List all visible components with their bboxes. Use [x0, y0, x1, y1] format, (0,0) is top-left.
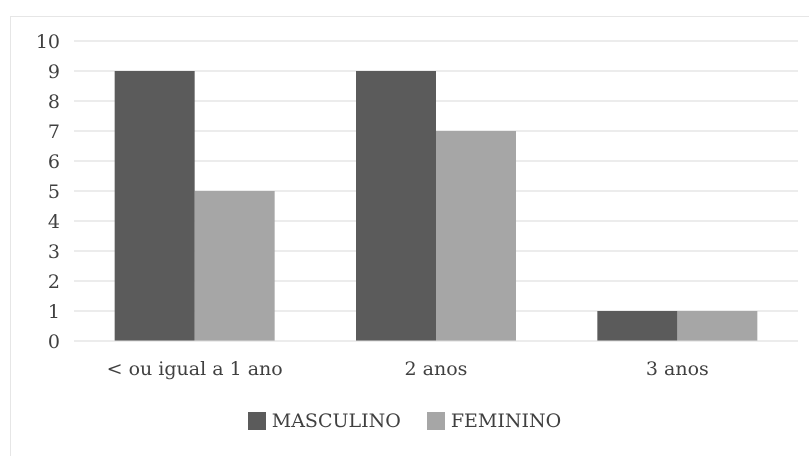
chart-frame: [10, 16, 809, 456]
y-tick-label: 8: [48, 91, 60, 113]
y-tick-label: 4: [48, 211, 60, 233]
bar-masculino-1: [356, 71, 436, 341]
bar-masculino-0: [114, 71, 195, 341]
legend: MASCULINO FEMININO: [0, 410, 809, 435]
legend-item-masculino: MASCULINO: [247, 410, 401, 432]
y-tick-label: 3: [48, 241, 60, 263]
legend-label-masculino: MASCULINO: [271, 410, 401, 432]
y-tick-label: 0: [48, 331, 60, 353]
x-tick-label: < ou igual a 1 ano: [107, 358, 283, 380]
y-tick-label: 10: [36, 31, 60, 53]
legend-swatch-feminino: [426, 412, 445, 430]
legend-label-feminino: FEMININO: [450, 410, 562, 432]
bar-feminino-2: [677, 311, 758, 341]
y-axis-ticks: 0 1 2 3 4 5 6 7 8 9 10: [36, 31, 60, 353]
bar-feminino-0: [194, 191, 275, 341]
y-tick-label: 7: [48, 121, 60, 143]
x-tick-label: 3 anos: [646, 358, 709, 380]
bars: [114, 71, 758, 341]
legend-item-feminino: FEMININO: [426, 410, 562, 432]
bar-feminino-1: [436, 131, 516, 341]
legend-swatch-masculino: [247, 412, 266, 430]
bar-masculino-2: [597, 311, 678, 341]
y-tick-label: 2: [48, 271, 60, 293]
y-tick-label: 5: [48, 181, 60, 203]
y-tick-label: 9: [48, 61, 60, 83]
x-tick-label: 2 anos: [405, 358, 468, 380]
y-tick-label: 6: [48, 151, 60, 173]
x-axis-labels: < ou igual a 1 ano 2 anos 3 anos: [107, 358, 709, 380]
y-tick-label: 1: [48, 301, 60, 323]
